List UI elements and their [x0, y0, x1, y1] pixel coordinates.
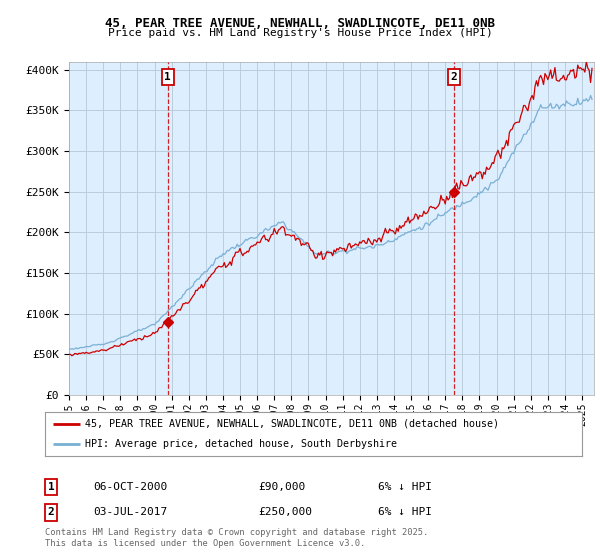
- Text: Price paid vs. HM Land Registry's House Price Index (HPI): Price paid vs. HM Land Registry's House …: [107, 28, 493, 38]
- Text: 6% ↓ HPI: 6% ↓ HPI: [378, 482, 432, 492]
- Text: £250,000: £250,000: [258, 507, 312, 517]
- Text: 6% ↓ HPI: 6% ↓ HPI: [378, 507, 432, 517]
- Text: 2: 2: [47, 507, 55, 517]
- Text: 2: 2: [451, 72, 457, 82]
- Text: 03-JUL-2017: 03-JUL-2017: [93, 507, 167, 517]
- Text: HPI: Average price, detached house, South Derbyshire: HPI: Average price, detached house, Sout…: [85, 439, 397, 449]
- Text: 1: 1: [164, 72, 171, 82]
- Text: 1: 1: [47, 482, 55, 492]
- Text: 45, PEAR TREE AVENUE, NEWHALL, SWADLINCOTE, DE11 0NB: 45, PEAR TREE AVENUE, NEWHALL, SWADLINCO…: [105, 17, 495, 30]
- Text: £90,000: £90,000: [258, 482, 305, 492]
- Text: Contains HM Land Registry data © Crown copyright and database right 2025.
This d: Contains HM Land Registry data © Crown c…: [45, 528, 428, 548]
- Text: 45, PEAR TREE AVENUE, NEWHALL, SWADLINCOTE, DE11 0NB (detached house): 45, PEAR TREE AVENUE, NEWHALL, SWADLINCO…: [85, 419, 499, 429]
- Text: 06-OCT-2000: 06-OCT-2000: [93, 482, 167, 492]
